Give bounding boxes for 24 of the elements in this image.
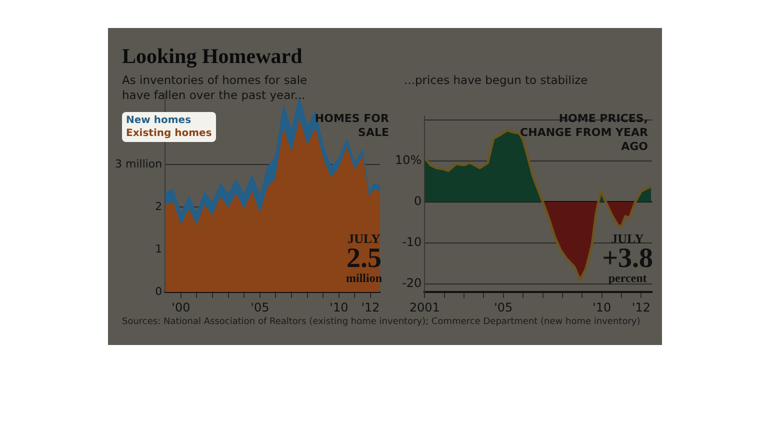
x-tick-label: 2001 <box>409 300 440 314</box>
annotation: HOMES FOR SALE <box>314 112 389 140</box>
y-tick-label: 0 <box>414 194 422 208</box>
y-tick-label: 1 <box>155 242 162 256</box>
y-tick-label: -10 <box>402 235 422 250</box>
text: Existing homes <box>126 127 212 140</box>
source-note: Sources: National Association of Realtors (existing home inventory); Commerce Department (new home inventory) <box>122 317 640 327</box>
x-tick-label: '12 <box>361 300 380 314</box>
annotation: HOME PRICES, CHANGE FROM YEAR AGO <box>519 112 648 154</box>
x-tick-label: '00 <box>172 300 190 314</box>
text: New homes <box>126 114 192 127</box>
y-tick-label: 3 million <box>114 158 162 171</box>
chart-subtitle: ...prices have begun to stabilize <box>404 73 589 88</box>
y-tick-label: 0 <box>155 284 162 298</box>
y-tick-label: 2 <box>155 200 162 214</box>
chart-subtitle: As inventories of homes for sale have fallen over the past year... <box>122 73 308 103</box>
x-tick-label: '10 <box>592 300 612 314</box>
x-tick-label: '05 <box>250 300 270 314</box>
x-tick-label: '10 <box>330 300 348 314</box>
x-tick-label: '05 <box>494 300 513 314</box>
y-tick-label: -20 <box>402 276 422 290</box>
y-tick-label: 10% <box>395 153 422 168</box>
x-tick-label: '12 <box>632 300 650 314</box>
chart-title: Looking Homeward <box>122 44 302 69</box>
